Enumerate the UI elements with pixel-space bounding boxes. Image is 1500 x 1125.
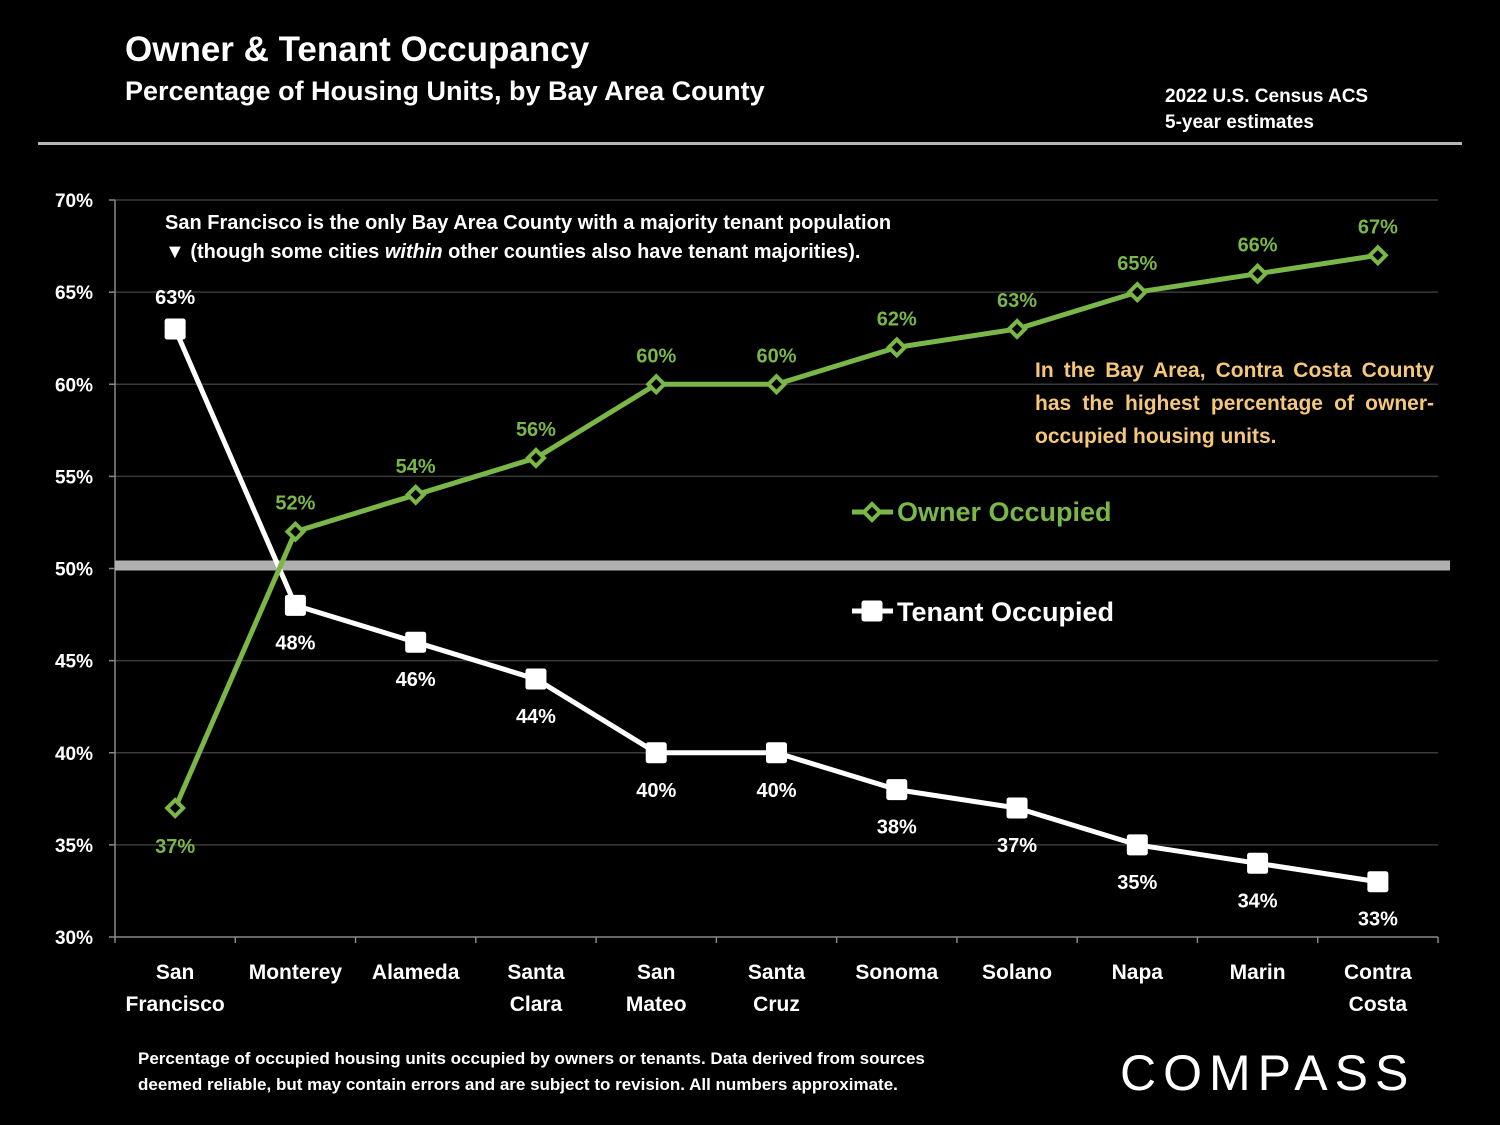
owner-series-line xyxy=(172,252,1379,810)
x-tick-label: Sonoma xyxy=(855,961,938,984)
contra-costa-annotation: In the Bay Area, Contra Costa County has… xyxy=(1035,359,1434,448)
x-tick-label: Mateo xyxy=(626,993,687,1016)
source-line-1: 2022 U.S. Census ACS xyxy=(1165,86,1369,107)
tenant-point xyxy=(886,779,908,801)
tenant-data-label: 46% xyxy=(396,669,436,691)
legend-tenant: Tenant Occupied xyxy=(852,597,1114,627)
owner-point xyxy=(1126,281,1149,303)
tenant-point xyxy=(525,668,547,690)
y-tick-label: 30% xyxy=(55,928,93,949)
y-tick-label: 55% xyxy=(55,467,93,488)
tenant-point xyxy=(1006,797,1028,819)
x-tick-label: Marin xyxy=(1230,961,1286,984)
sf-annotation-line-2: ▼ (though some cities within other count… xyxy=(165,241,861,263)
tenant-data-label: 33% xyxy=(1358,909,1398,931)
tenant-point xyxy=(1247,852,1269,874)
owner-data-label: 60% xyxy=(756,345,796,367)
x-tick-label: Monterey xyxy=(249,961,343,984)
y-tick-label: 35% xyxy=(55,836,93,857)
owner-point xyxy=(765,373,788,396)
tenant-data-label: 40% xyxy=(636,780,676,802)
tenant-data-label: 37% xyxy=(997,835,1037,857)
y-tick-label: 65% xyxy=(55,283,93,304)
owner-data-label: 37% xyxy=(155,836,195,858)
x-tick-label: San xyxy=(156,961,195,984)
owner-data-label: 67% xyxy=(1358,216,1398,238)
owner-data-label: 54% xyxy=(396,456,436,478)
tenant-data-label: 48% xyxy=(275,632,315,654)
owner-point xyxy=(404,483,427,506)
x-tick-label: Cruz xyxy=(753,993,800,1016)
legend-tenant-marker xyxy=(861,600,883,622)
footnote-line-1: Percentage of occupied housing units occ… xyxy=(138,1049,925,1068)
owner-point xyxy=(164,797,186,819)
x-tick-label: Santa xyxy=(507,961,565,984)
x-tick-label: Santa xyxy=(748,961,806,984)
tenant-point xyxy=(1367,871,1389,893)
tenant-point xyxy=(645,742,667,764)
y-tick-label: 45% xyxy=(55,652,93,673)
footnote: Percentage of occupied housing units occ… xyxy=(138,1046,925,1098)
y-tick-label: 60% xyxy=(55,375,93,396)
legend-owner-label: Owner Occupied xyxy=(897,497,1112,527)
y-tick-label: 70% xyxy=(55,191,93,212)
legend-owner: Owner Occupied xyxy=(852,497,1112,527)
y-tick-label: 50% xyxy=(55,560,93,581)
owner-data-label: 66% xyxy=(1238,235,1278,257)
x-tick-label: Francisco xyxy=(126,993,225,1016)
source-note: 2022 U.S. Census ACS 5-year estimates xyxy=(1165,84,1368,136)
tenant-point xyxy=(284,594,306,616)
sf-annotation-line-1: San Francisco is the only Bay Area Count… xyxy=(165,212,892,234)
compass-logo: COMPASS xyxy=(1120,1045,1416,1101)
header-divider xyxy=(38,142,1462,145)
owner-data-label: 62% xyxy=(877,308,917,330)
tenant-data-label: 34% xyxy=(1238,890,1278,912)
sf-annotation: San Francisco is the only Bay Area Count… xyxy=(165,209,891,267)
tenant-data-label: 44% xyxy=(516,706,556,728)
x-tick-label: Alameda xyxy=(372,961,460,984)
chart-title: Owner & Tenant Occupancy xyxy=(125,30,590,69)
owner-data-label: 52% xyxy=(275,493,315,515)
owner-point xyxy=(645,373,668,396)
owner-data-label: 63% xyxy=(997,290,1037,312)
x-tick-label: Contra xyxy=(1344,961,1412,984)
tenant-point xyxy=(1126,834,1148,856)
owner-data-label: 56% xyxy=(516,419,556,441)
x-tick-label: Clara xyxy=(510,993,563,1016)
legend-owner-marker xyxy=(861,501,883,523)
tenant-point xyxy=(766,742,787,764)
tenant-data-label: 63% xyxy=(155,287,195,309)
chart-subtitle: Percentage of Housing Units, by Bay Area… xyxy=(125,76,765,106)
owner-data-label: 60% xyxy=(636,345,676,367)
footnote-line-2: deemed reliable, but may contain errors … xyxy=(138,1075,898,1094)
tenant-data-label: 40% xyxy=(756,780,796,802)
owner-point xyxy=(284,520,307,543)
owner-point xyxy=(885,336,908,359)
tenant-data-label: 35% xyxy=(1117,872,1157,894)
x-tick-label: San xyxy=(637,961,676,984)
owner-point xyxy=(1367,244,1389,267)
legend-tenant-label: Tenant Occupied xyxy=(897,597,1114,627)
owner-point xyxy=(525,447,547,469)
y-tick-label: 40% xyxy=(55,744,93,765)
tenant-point xyxy=(164,318,186,340)
owner-data-label: 65% xyxy=(1117,253,1157,275)
source-line-2: 5-year estimates xyxy=(1165,112,1314,133)
owner-point xyxy=(1006,318,1028,340)
x-tick-label: Costa xyxy=(1349,993,1408,1016)
tenant-point xyxy=(405,631,427,653)
owner-point xyxy=(1246,262,1269,285)
x-tick-label: Napa xyxy=(1112,961,1164,984)
x-tick-label: Solano xyxy=(982,961,1052,984)
tenant-data-label: 38% xyxy=(877,817,917,839)
